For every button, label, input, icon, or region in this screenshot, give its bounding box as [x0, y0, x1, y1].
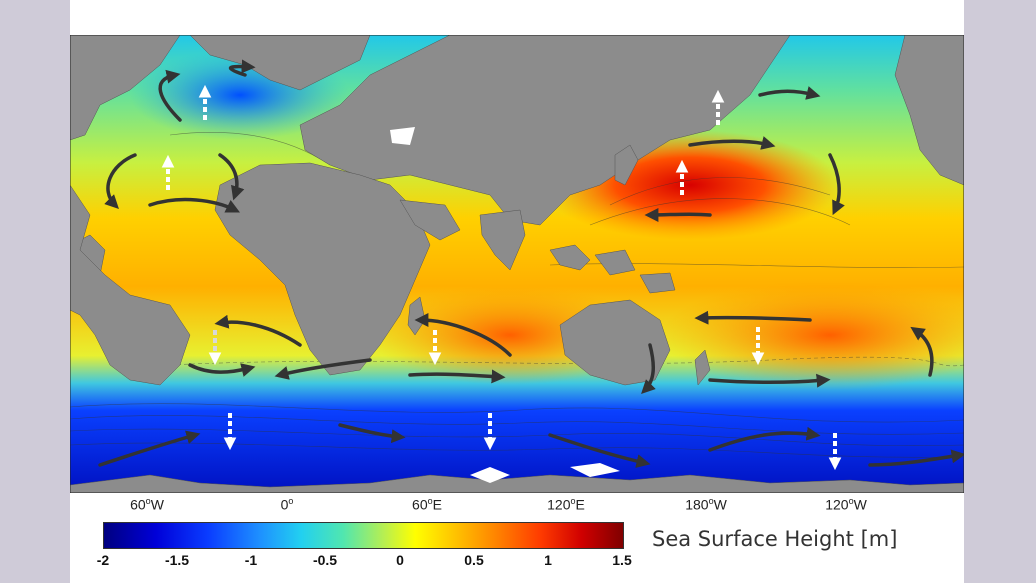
ice-patches	[390, 127, 620, 483]
lon-label-120w: 120oW	[825, 496, 867, 513]
sea-surface-height-map	[70, 35, 964, 493]
india	[479, 209, 526, 271]
lon-label-60e: 60oE	[412, 496, 442, 513]
lon-label-120e: 120oE	[547, 496, 585, 513]
north-america-east	[70, 35, 181, 141]
colorbar-tick: 1	[544, 552, 552, 568]
lon-label-0: 0o	[280, 496, 294, 513]
australia	[559, 299, 671, 386]
colorbar-tick: 1.5	[612, 552, 632, 568]
maritime-continent	[549, 244, 676, 294]
north-america-west	[894, 35, 964, 186]
africa	[214, 162, 431, 376]
greenland	[189, 35, 371, 91]
colorbar-tick: -1	[244, 552, 258, 568]
land-masses	[70, 35, 964, 493]
antarctica	[70, 474, 964, 493]
lon-label-180w: 180oW	[685, 496, 727, 513]
colorbar	[103, 522, 624, 549]
colorbar-tick: -2	[96, 552, 110, 568]
south-america	[70, 184, 191, 386]
lon-label-60w: 60oW	[130, 496, 164, 513]
figure-panel: 60oW 0o 60oE 120oE 180oW 120oW -2 -1.5 -…	[70, 0, 964, 583]
japan	[614, 144, 639, 186]
colorbar-tick: 0.5	[464, 552, 484, 568]
ocean-current-arrows	[98, 59, 964, 468]
vertical-flow-arrows	[161, 84, 842, 471]
colorbar-tick: -0.5	[312, 552, 338, 568]
new-zealand	[694, 349, 711, 386]
colorbar-tick: 0	[396, 552, 404, 568]
colorbar-tick: -1.5	[164, 552, 190, 568]
arabia	[399, 199, 461, 241]
colorbar-title: Sea Surface Height [m]	[652, 527, 898, 551]
south-pacific-high	[660, 280, 964, 390]
